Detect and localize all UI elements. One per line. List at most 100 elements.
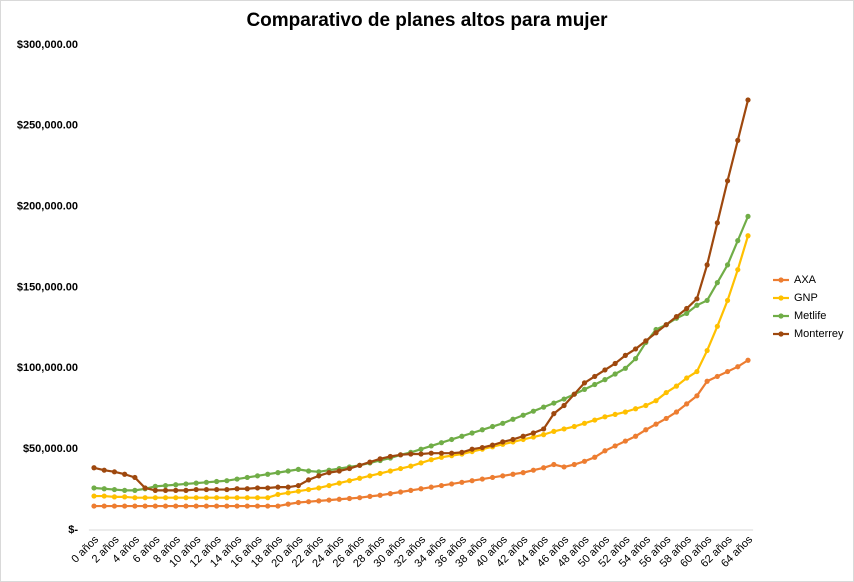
data-point bbox=[214, 478, 220, 485]
data-point bbox=[612, 443, 618, 449]
data-point bbox=[561, 396, 567, 402]
data-point bbox=[101, 486, 107, 492]
data-point bbox=[265, 495, 271, 501]
data-point bbox=[694, 393, 700, 399]
data-point bbox=[581, 386, 588, 392]
data-point bbox=[663, 415, 669, 422]
data-point bbox=[581, 380, 588, 386]
data-point bbox=[418, 460, 424, 466]
data-point bbox=[449, 481, 455, 487]
data-point bbox=[551, 411, 557, 417]
data-point bbox=[541, 465, 547, 471]
data-point bbox=[663, 322, 669, 328]
data-point bbox=[387, 468, 393, 474]
data-point bbox=[173, 495, 179, 501]
data-point bbox=[203, 486, 210, 493]
data-point bbox=[520, 412, 526, 418]
data-point bbox=[377, 492, 383, 498]
data-point bbox=[397, 489, 404, 495]
data-point bbox=[459, 479, 465, 485]
data-point bbox=[469, 430, 475, 436]
data-point bbox=[367, 473, 373, 479]
data-point bbox=[632, 356, 639, 362]
data-point bbox=[214, 495, 220, 501]
data-point bbox=[203, 479, 210, 485]
data-point bbox=[724, 297, 731, 304]
data-point bbox=[214, 503, 220, 509]
data-point bbox=[367, 493, 373, 499]
data-point bbox=[285, 490, 291, 496]
data-point bbox=[714, 280, 720, 286]
data-point bbox=[510, 416, 516, 422]
data-point bbox=[704, 378, 710, 384]
data-point bbox=[714, 373, 720, 380]
data-point bbox=[459, 433, 465, 439]
data-point bbox=[122, 503, 128, 509]
data-point bbox=[551, 461, 557, 468]
data-point bbox=[520, 470, 526, 476]
data-point bbox=[357, 462, 363, 468]
data-point bbox=[428, 450, 434, 456]
data-point bbox=[684, 375, 690, 381]
data-point bbox=[193, 486, 199, 493]
data-point bbox=[183, 481, 189, 487]
data-point bbox=[530, 434, 537, 440]
data-point bbox=[592, 454, 598, 460]
data-point bbox=[500, 439, 506, 445]
data-point bbox=[193, 503, 199, 509]
data-point bbox=[326, 497, 332, 503]
data-point bbox=[244, 503, 250, 509]
data-point bbox=[122, 494, 128, 500]
data-point bbox=[193, 495, 199, 501]
data-point bbox=[91, 503, 97, 509]
data-point bbox=[735, 267, 741, 273]
data-point bbox=[714, 220, 720, 226]
data-point bbox=[551, 428, 557, 434]
data-point bbox=[203, 503, 210, 509]
data-point bbox=[305, 486, 312, 493]
y-tick-label: $200,000.00 bbox=[17, 201, 78, 213]
data-point bbox=[265, 503, 271, 509]
data-point bbox=[336, 468, 342, 474]
data-point bbox=[745, 213, 751, 219]
data-point bbox=[469, 446, 475, 452]
data-point bbox=[438, 440, 445, 446]
data-point bbox=[203, 495, 210, 501]
data-point bbox=[122, 471, 128, 477]
data-point bbox=[643, 402, 649, 409]
data-point bbox=[295, 482, 301, 489]
legend-label: AXA bbox=[794, 274, 817, 286]
data-point bbox=[530, 467, 537, 473]
data-point bbox=[745, 357, 751, 363]
data-point bbox=[326, 482, 332, 489]
data-point bbox=[111, 503, 118, 509]
data-point bbox=[489, 474, 496, 481]
data-point bbox=[101, 493, 107, 499]
data-point bbox=[254, 503, 261, 509]
legend-marker bbox=[778, 313, 784, 319]
data-point bbox=[244, 495, 250, 501]
data-point bbox=[612, 411, 618, 418]
data-point bbox=[602, 448, 608, 454]
data-point bbox=[479, 444, 485, 451]
data-point bbox=[234, 503, 240, 509]
data-point bbox=[173, 503, 179, 509]
data-point bbox=[643, 427, 649, 433]
chart-title: Comparativo de planes altos para mujer bbox=[246, 10, 608, 31]
data-point bbox=[479, 427, 485, 433]
data-point bbox=[745, 233, 751, 239]
data-point bbox=[551, 400, 557, 406]
data-point bbox=[561, 402, 567, 409]
data-point bbox=[724, 262, 731, 268]
data-point bbox=[377, 456, 383, 462]
data-point bbox=[438, 482, 445, 489]
data-point bbox=[418, 486, 424, 492]
data-point bbox=[694, 302, 700, 308]
data-point bbox=[295, 466, 301, 472]
data-point bbox=[592, 381, 598, 388]
data-point bbox=[735, 364, 741, 370]
data-point bbox=[438, 450, 445, 456]
data-point bbox=[316, 485, 322, 491]
data-point bbox=[387, 453, 393, 460]
data-point bbox=[714, 323, 720, 329]
